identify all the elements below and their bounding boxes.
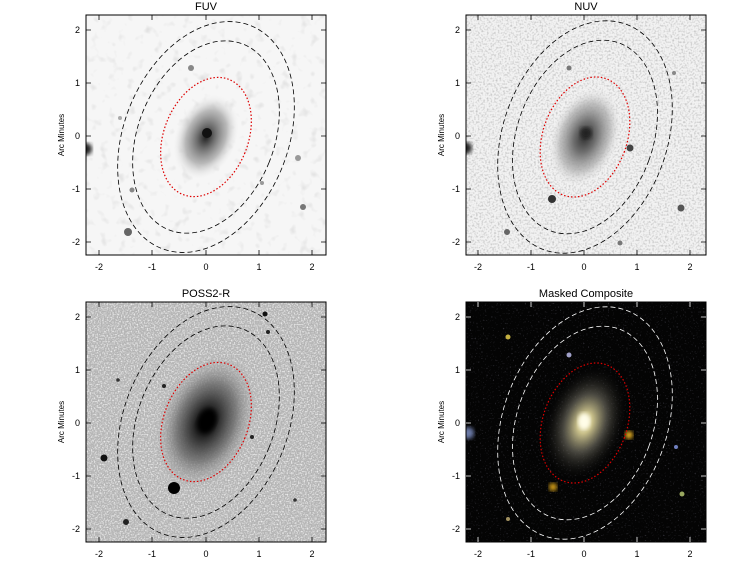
x-tick-labels: -2 -1 0 1 2 — [474, 549, 693, 559]
panel-masked-composite: Masked Composite Arc Minutes -2 -1 0 1 2 — [437, 288, 707, 559]
x-tick-label: -1 — [527, 262, 535, 272]
panel-title: Masked Composite — [539, 288, 633, 300]
x-tick-labels: -2 -1 0 1 2 — [474, 262, 693, 272]
x-tick-label: -1 — [148, 549, 156, 559]
x-tick-label: 0 — [203, 262, 208, 272]
x-tick-labels: -2 -1 0 1 2 — [95, 262, 315, 272]
y-axis-label: Arc Minutes — [57, 114, 66, 156]
tick-marks — [466, 302, 706, 542]
y-tick-labels: -2 -1 0 1 2 — [452, 312, 460, 534]
panel-title: FUV — [195, 1, 218, 13]
panel-title: POSS2-R — [182, 288, 230, 300]
y-tick-label: -1 — [452, 184, 460, 194]
y-tick-label: -1 — [452, 471, 460, 481]
y-tick-labels: -2 -1 0 1 2 — [72, 312, 80, 534]
y-tick-label: -1 — [72, 471, 80, 481]
tick-marks — [86, 302, 326, 542]
y-tick-label: 0 — [75, 131, 80, 141]
x-tick-label: 0 — [581, 549, 586, 559]
y-tick-label: 2 — [75, 25, 80, 35]
y-tick-label: 2 — [455, 312, 460, 322]
y-tick-label: -1 — [72, 184, 80, 194]
y-tick-label: 2 — [455, 25, 460, 35]
x-tick-label: 1 — [634, 549, 639, 559]
x-tick-label: -2 — [95, 549, 103, 559]
y-tick-label: -2 — [452, 237, 460, 247]
panel-nuv: NUV Arc Minutes -2 -1 0 1 2 — [437, 1, 707, 272]
x-tick-label: -2 — [95, 262, 103, 272]
x-tick-label: 1 — [256, 549, 261, 559]
x-tick-label: 1 — [256, 262, 261, 272]
panel-fuv: FUV Arc Minutes -2 -1 0 1 2 — [57, 1, 327, 272]
panel-poss2-r: POSS2-R Arc Minutes -2 -1 0 1 2 — [57, 288, 327, 559]
y-tick-labels: -2 -1 0 1 2 — [72, 25, 80, 247]
x-tick-label: 2 — [687, 262, 692, 272]
plot-frame — [465, 301, 707, 543]
x-tick-label: -2 — [474, 549, 482, 559]
image-masked-composite — [466, 302, 706, 542]
image-nuv — [466, 15, 706, 255]
x-tick-label: -1 — [527, 549, 535, 559]
x-tick-label: -1 — [148, 262, 156, 272]
y-tick-label: 0 — [75, 418, 80, 428]
tick-marks — [466, 15, 706, 255]
image-fuv — [86, 15, 326, 255]
x-tick-label: 0 — [203, 549, 208, 559]
y-tick-label: 1 — [455, 78, 460, 88]
y-axis-label: Arc Minutes — [437, 401, 446, 443]
x-tick-label: 2 — [309, 262, 314, 272]
y-tick-label: 0 — [455, 131, 460, 141]
y-tick-labels: -2 -1 0 1 2 — [452, 25, 460, 247]
x-tick-label: 2 — [309, 549, 314, 559]
y-tick-label: 1 — [75, 365, 80, 375]
y-tick-label: 1 — [455, 365, 460, 375]
y-tick-label: 0 — [455, 418, 460, 428]
tick-marks — [86, 15, 326, 255]
y-tick-label: 2 — [75, 312, 80, 322]
image-poss2-r — [86, 302, 326, 542]
y-axis-label: Arc Minutes — [57, 401, 66, 443]
y-axis-label: Arc Minutes — [437, 114, 446, 156]
y-tick-label: -2 — [72, 524, 80, 534]
plot-frame — [465, 14, 707, 256]
y-tick-label: 1 — [75, 78, 80, 88]
panel-title: NUV — [574, 1, 598, 13]
x-tick-labels: -2 -1 0 1 2 — [95, 549, 315, 559]
x-tick-label: 2 — [687, 549, 692, 559]
x-tick-label: 0 — [581, 262, 586, 272]
x-tick-label: -2 — [474, 262, 482, 272]
y-tick-label: -2 — [72, 237, 80, 247]
y-tick-label: -2 — [452, 524, 460, 534]
x-tick-label: 1 — [634, 262, 639, 272]
